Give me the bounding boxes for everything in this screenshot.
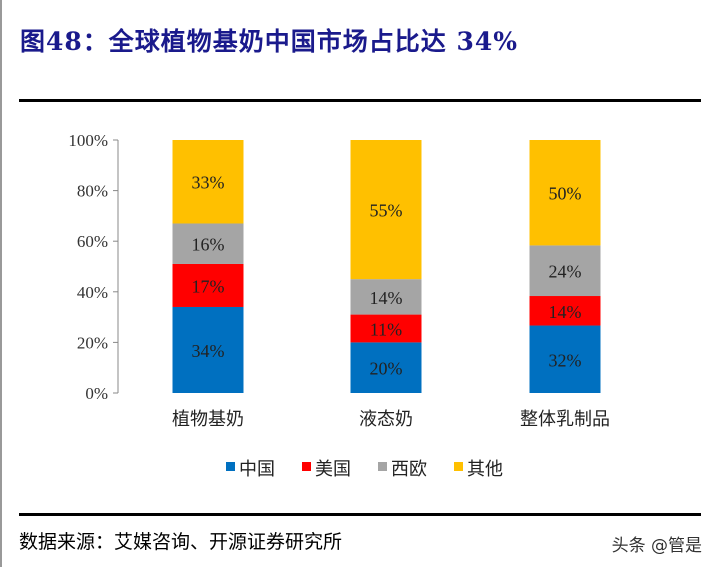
bar-segment: [172, 263, 244, 307]
y-tick-label: 20%: [77, 333, 108, 352]
y-tick-label: 80%: [77, 182, 108, 201]
bar-segment: [172, 223, 244, 264]
data-label: 16%: [192, 235, 225, 255]
data-label: 34%: [192, 341, 225, 361]
bar-segment: [350, 314, 422, 343]
bar-segment: [529, 325, 601, 393]
data-label: 33%: [192, 173, 225, 193]
x-tick-label: 液态奶: [359, 409, 413, 430]
bar-segment: [529, 140, 601, 246]
source-note: 数据来源：艾媒咨询、开源证券研究所: [19, 531, 343, 553]
top-rule: [19, 99, 701, 102]
data-label: 55%: [370, 201, 403, 221]
data-label: 32%: [549, 350, 582, 370]
legend-swatch: [378, 462, 387, 471]
bar-segment: [350, 342, 422, 393]
figure-title: 图48：全球植物基奶中国市场占比达 34%: [20, 27, 519, 56]
data-label: 11%: [370, 319, 402, 339]
left-edge: [0, 0, 2, 567]
legend-label: 中国: [239, 459, 275, 480]
data-label: 14%: [549, 302, 582, 322]
data-label: 14%: [370, 288, 403, 308]
bar-segment: [172, 306, 244, 393]
x-tick-label: 整体乳制品: [520, 409, 610, 430]
legend-label: 西欧: [391, 459, 427, 480]
y-tick-label: 100%: [68, 131, 108, 150]
y-tick-label: 0%: [85, 384, 108, 403]
legend-swatch: [226, 462, 235, 471]
legend-swatch: [302, 462, 311, 471]
bar-segment: [350, 279, 422, 315]
data-label: 24%: [549, 262, 582, 282]
bottom-rule: [19, 513, 701, 516]
legend-label: 美国: [315, 459, 351, 480]
bar-segment: [350, 140, 422, 280]
bar-segment: [529, 245, 601, 297]
legend-label: 其他: [467, 459, 503, 480]
data-label: 50%: [549, 184, 582, 204]
legend-swatch: [454, 462, 463, 471]
data-label: 17%: [192, 276, 225, 296]
watermark: 头条 @管是: [611, 536, 702, 556]
x-tick-label: 植物基奶: [172, 409, 244, 430]
y-tick-label: 40%: [77, 283, 108, 302]
y-tick-label: 60%: [77, 232, 108, 251]
data-label: 20%: [370, 359, 403, 379]
bar-segment: [172, 140, 244, 224]
bar-segment: [529, 296, 601, 326]
